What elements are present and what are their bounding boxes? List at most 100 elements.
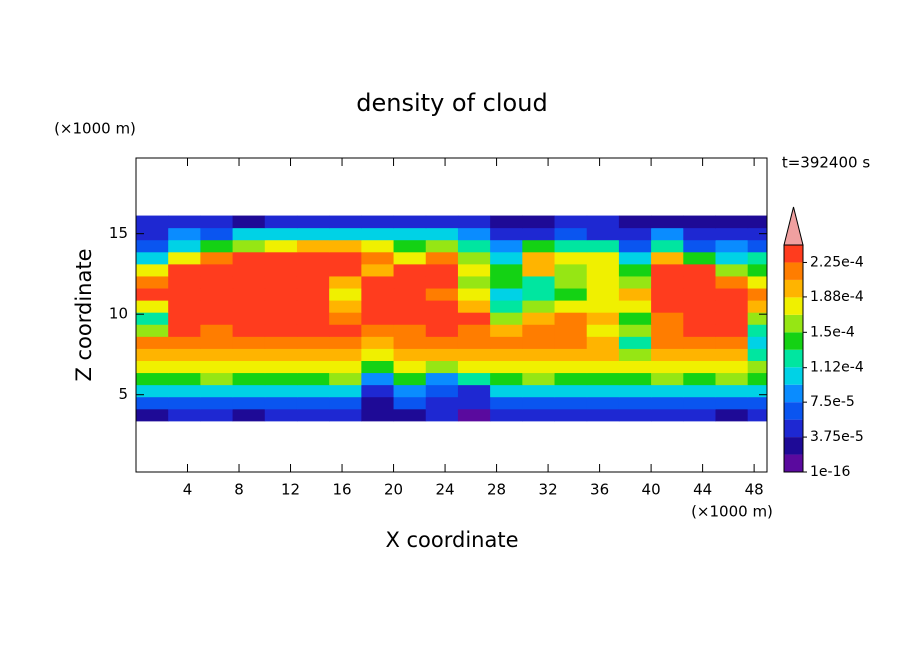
field-cell (264, 324, 298, 337)
field-cell (329, 372, 362, 386)
field-cell (425, 408, 459, 422)
field-cell (457, 360, 491, 374)
field-cell (522, 360, 556, 374)
field-cell (586, 215, 620, 229)
field-cell (683, 215, 716, 229)
colorbar-frame (783, 244, 804, 473)
field-cell (232, 372, 266, 386)
field-cell (264, 215, 298, 229)
field-cell (393, 239, 427, 253)
field-cell (683, 300, 716, 313)
field-cell (554, 324, 588, 337)
field-cell (136, 312, 169, 325)
field-cell (715, 384, 749, 398)
field-cell (296, 312, 330, 325)
field-cell (136, 384, 169, 398)
field-cell (683, 324, 716, 337)
field-cell (296, 372, 330, 386)
field-cell (361, 251, 395, 265)
field-cell (264, 372, 298, 386)
field-cell (232, 324, 266, 337)
x-tick-label: 20 (384, 481, 403, 499)
field-cell (425, 227, 459, 241)
field-cell (264, 300, 298, 313)
field-cell (425, 263, 459, 277)
field-cell (490, 275, 523, 289)
field-cell (264, 239, 298, 253)
field-cell (200, 215, 234, 229)
field-cell (200, 275, 234, 289)
field-cell (586, 324, 620, 337)
field-cell (457, 215, 491, 229)
field-cell (683, 312, 716, 325)
field-cell (747, 384, 767, 398)
field-cell (264, 275, 298, 289)
colorbar-band (784, 402, 803, 420)
field-cell (136, 408, 169, 422)
field-cell (490, 396, 523, 410)
field-cell (232, 263, 266, 277)
colorbar-band (784, 279, 803, 298)
field-cell (168, 227, 201, 241)
field-cell (747, 275, 767, 289)
field-cell (490, 360, 523, 374)
field-cell (490, 324, 523, 337)
field-cell (136, 324, 169, 337)
field-cell (232, 408, 266, 422)
field-cell (393, 300, 427, 313)
field-cell (457, 408, 491, 422)
colorbar-extension (783, 206, 804, 246)
field-cell (554, 372, 588, 386)
x-tick-label: 48 (745, 481, 764, 499)
field-cell (522, 372, 556, 386)
y-axis-title: Z coordinate (72, 248, 96, 381)
field-cell (522, 251, 556, 265)
field-cell (618, 251, 652, 265)
field-cell (393, 288, 427, 301)
field-cell (425, 288, 459, 301)
field-cell (264, 408, 298, 422)
field-cell (586, 384, 620, 398)
field-cell (554, 239, 588, 253)
field-cell (425, 312, 459, 325)
field-cell (457, 336, 491, 349)
field-cell (651, 324, 684, 337)
field-cell (490, 312, 523, 325)
field-cell (651, 360, 684, 374)
field-cell (232, 360, 266, 374)
field-cell (232, 275, 266, 289)
field-cell (747, 360, 767, 374)
field-cell (618, 312, 652, 325)
field-cell (586, 251, 620, 265)
field-cell (361, 360, 395, 374)
field-cell (522, 396, 556, 410)
field-cell (747, 312, 767, 325)
field-cell (586, 275, 620, 289)
field-cell (200, 384, 234, 398)
field-cell (136, 239, 169, 253)
field-cell (651, 372, 684, 386)
field-cell (329, 288, 362, 301)
field-cell (136, 251, 169, 265)
field-cell (554, 336, 588, 349)
field-cell (361, 275, 395, 289)
field-cell (361, 384, 395, 398)
field-cell (586, 300, 620, 313)
field-cell (361, 239, 395, 253)
field-cell (136, 300, 169, 313)
field-cell (651, 288, 684, 301)
field-cell (136, 396, 169, 410)
field-cell (168, 396, 201, 410)
field-cell (586, 408, 620, 422)
field-cell (554, 384, 588, 398)
field-cell (522, 300, 556, 313)
field-cell (232, 312, 266, 325)
field-cell (554, 263, 588, 277)
field-cell (329, 215, 362, 229)
field-cell (618, 396, 652, 410)
field-cell (586, 288, 620, 301)
field-cell (296, 239, 330, 253)
field-cell (651, 408, 684, 422)
x-tick-label: 12 (281, 481, 300, 499)
